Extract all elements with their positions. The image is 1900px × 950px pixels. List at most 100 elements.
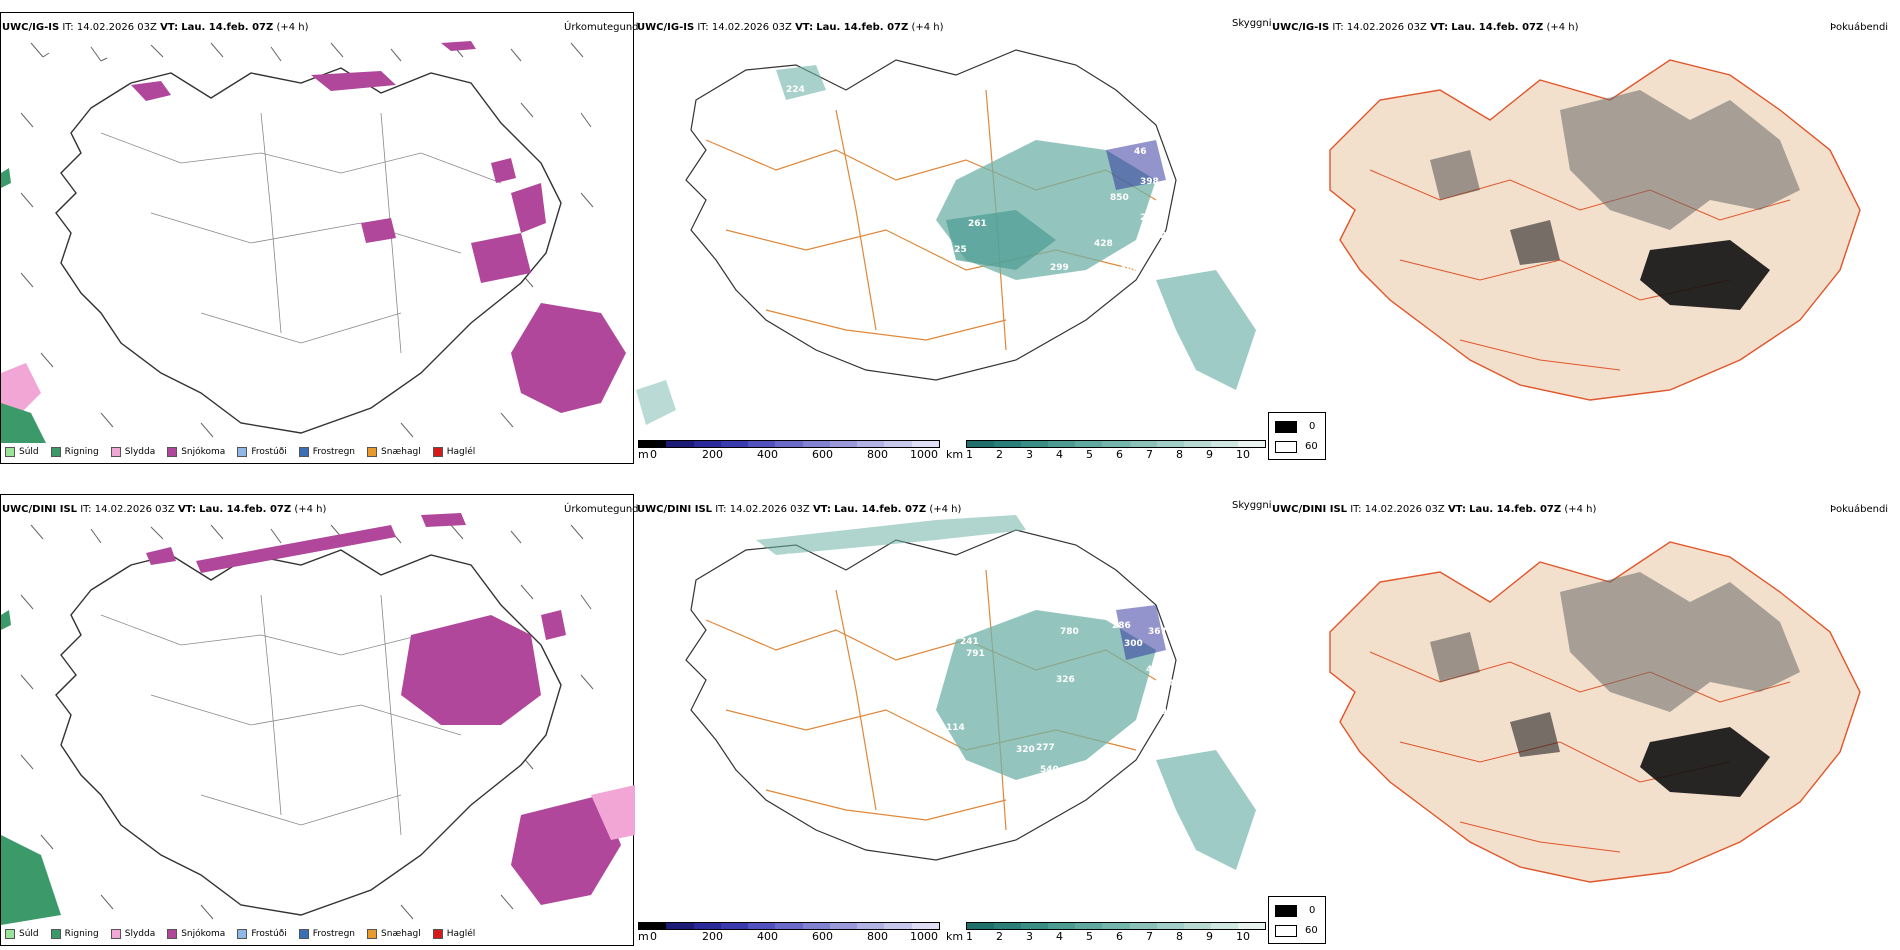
vis-label: 223 xyxy=(786,553,805,563)
visibility-tick: 7 xyxy=(1146,930,1153,943)
title-vis-2: Skyggni xyxy=(1232,500,1272,511)
precip-type-map-1 xyxy=(1,41,626,443)
visibility-tick: 10 xyxy=(1236,930,1250,943)
visibility-unit: km xyxy=(946,448,964,461)
vis-label: 791 xyxy=(966,649,985,659)
ceiling-tick: 200 xyxy=(702,930,723,943)
title-cloud-2: Þokuábendi xyxy=(1830,504,1889,515)
ceiling-tick: 0 xyxy=(650,930,657,943)
vis-label: 367 xyxy=(1148,627,1167,637)
vis-label: 338 xyxy=(1028,293,1047,303)
ceiling-unit: m xyxy=(638,448,649,461)
ceiling-tick: 200 xyxy=(702,448,723,461)
vis-label: 850 xyxy=(1110,193,1129,203)
visibility-tick: 7 xyxy=(1146,448,1153,461)
vis-label: 398 xyxy=(1140,177,1159,187)
legend-freezing-drizzle: Frostúði xyxy=(237,929,287,939)
vis-label: 526 xyxy=(1060,777,1079,787)
header-precip-2: UWC/DINI ISL IT: 14.02.2026 03Z VT: Lau.… xyxy=(2,504,327,515)
legend-drizzle: Súld xyxy=(5,929,39,939)
coastline xyxy=(55,67,562,434)
visibility-tick: 5 xyxy=(1086,448,1093,461)
vis-label: 286 xyxy=(1112,621,1131,631)
ceiling-colorbar-1 xyxy=(638,440,940,448)
visibility-map-1: 224 125 261 46 398 561 850 283 295 907 4… xyxy=(636,49,1256,425)
header-cloud-1: UWC/IG-IS IT: 14.02.2026 03Z VT: Lau. 14… xyxy=(1272,22,1579,33)
legend-rain: Rigning xyxy=(50,929,99,939)
visibility-tick: 6 xyxy=(1116,448,1123,461)
vis-label: 114 xyxy=(946,723,965,733)
visibility-tick: 1 xyxy=(966,448,973,461)
precip-type-panel-2: Súld Rigning Slydda Snjókoma Frostúði Fr… xyxy=(0,494,635,946)
vis-label: 321 xyxy=(1150,689,1169,699)
ceiling-tick: 400 xyxy=(757,448,778,461)
ceiling-tick: 800 xyxy=(867,930,888,943)
vis-label: 930 xyxy=(1148,707,1167,717)
fog-field xyxy=(1430,572,1800,797)
visibility-tick: 6 xyxy=(1116,930,1123,943)
visibility-tick: 2 xyxy=(996,930,1003,943)
visibility-colorbar-1 xyxy=(966,440,1266,448)
roads xyxy=(100,112,502,354)
header-cloud-2: UWC/DINI ISL IT: 14.02.2026 03Z VT: Lau.… xyxy=(1272,504,1597,515)
visibility-fields xyxy=(756,515,1256,870)
legend-sleet: Slydda xyxy=(110,929,155,939)
vis-label: 402 xyxy=(1168,679,1187,689)
visibility-unit: km xyxy=(946,930,964,943)
shade-key-label: 60 xyxy=(1305,925,1318,936)
vis-label: 241 xyxy=(960,637,979,647)
ceiling-tick: 400 xyxy=(757,930,778,943)
ceiling-tick: 1000 xyxy=(910,448,938,461)
ceiling-tick: 600 xyxy=(812,448,833,461)
visibility-tick: 3 xyxy=(1026,930,1033,943)
legend-drizzle: Súld xyxy=(5,447,39,457)
vis-label: 295 xyxy=(1160,231,1179,241)
row-2: Súld Rigning Slydda Snjókoma Frostúði Fr… xyxy=(0,480,1900,950)
shade-key-label: 0 xyxy=(1309,421,1316,432)
vis-label: 125 xyxy=(948,245,967,255)
visibility-tick: 9 xyxy=(1206,448,1213,461)
vis-label: 326 xyxy=(1056,675,1075,685)
vis-label: 299 xyxy=(1050,263,1069,273)
visibility-tick: 3 xyxy=(1026,448,1033,461)
legend-graupel: Snæhagl xyxy=(367,929,421,939)
sleet-areas xyxy=(1,363,41,413)
header-precip-1: UWC/IG-IS IT: 14.02.2026 03Z VT: Lau. 14… xyxy=(2,22,309,33)
visibility-labels: 223 269 241 791 780 286 300 367 339 276 … xyxy=(786,553,1195,787)
snow-areas xyxy=(146,513,621,905)
vis-label: 507 xyxy=(1090,773,1109,783)
vis-label: 277 xyxy=(1036,743,1055,753)
title-precip-2: Úrkomutegund xyxy=(564,504,639,515)
vis-label: 320 xyxy=(1016,745,1035,755)
visibility-tick: 4 xyxy=(1056,448,1063,461)
ceiling-tick: 0 xyxy=(650,448,657,461)
vis-label: 300 xyxy=(1124,639,1143,649)
legend-freezing-rain: Frostregn xyxy=(298,929,355,939)
shade-key-label: 0 xyxy=(1309,905,1316,916)
vis-label: 276 xyxy=(1172,641,1191,651)
legend-hail: Haglél xyxy=(432,447,475,457)
vis-label: 540 xyxy=(1040,765,1059,775)
vis-label: 390 xyxy=(1068,285,1087,295)
ceiling-tick: 1000 xyxy=(910,930,938,943)
header-vis-2: UWC/DINI ISL IT: 14.02.2026 03Z VT: Lau.… xyxy=(637,504,962,515)
roads xyxy=(705,569,1157,831)
vis-label: 261 xyxy=(968,219,987,229)
legend-freezing-drizzle: Frostúði xyxy=(237,447,287,457)
vis-label: 269 xyxy=(942,631,961,641)
rain-areas xyxy=(1,168,46,443)
fog-field xyxy=(1430,90,1800,310)
visibility-colorbar-2 xyxy=(966,922,1266,930)
coastline xyxy=(55,549,562,916)
vis-label: 46 xyxy=(1134,147,1147,157)
legend-snow: Snjókoma xyxy=(167,447,225,457)
precip-legend-1: Súld Rigning Slydda Snjókoma Frostúði Fr… xyxy=(5,447,487,457)
visibility-fields xyxy=(636,65,1256,425)
precip-legend-2: Súld Rigning Slydda Snjókoma Frostúði Fr… xyxy=(5,929,487,939)
shade-key-2: 0 60 xyxy=(1268,896,1326,944)
vis-label: 561 xyxy=(1176,163,1195,173)
vis-label: 455 xyxy=(1008,287,1027,297)
visibility-tick: 8 xyxy=(1176,930,1183,943)
legend-freezing-rain: Frostregn xyxy=(298,447,355,457)
visibility-tick: 2 xyxy=(996,448,1003,461)
